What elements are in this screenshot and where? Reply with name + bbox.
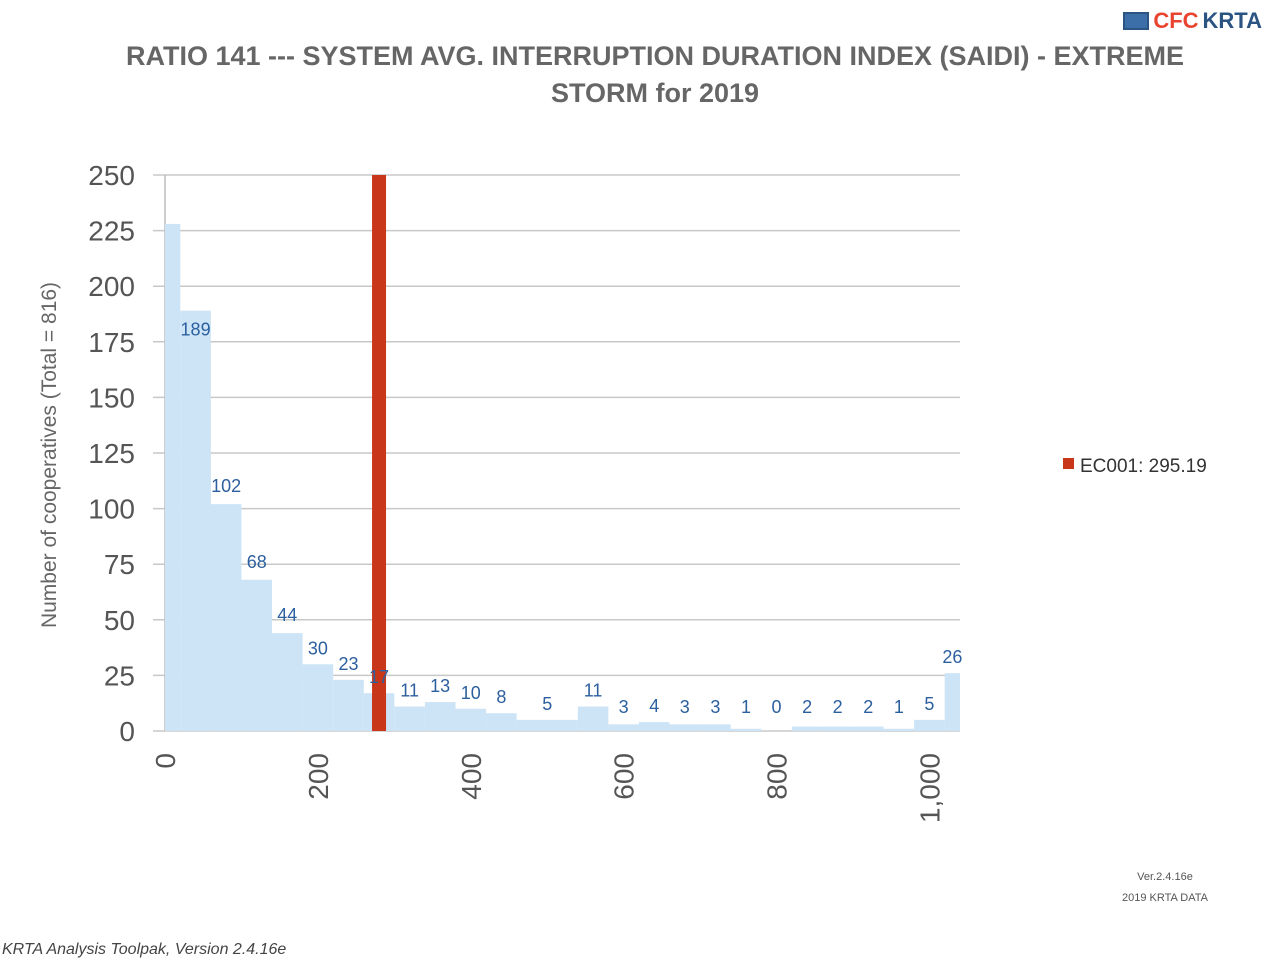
y-axis-ticks: 0 25 50 75 100 125 150 175 200 225 250 xyxy=(88,160,135,747)
y-tick-label: 150 xyxy=(88,382,135,413)
histogram-bar xyxy=(424,702,456,731)
y-tick-label: 75 xyxy=(104,549,135,580)
x-tick-label: 0 xyxy=(150,753,181,769)
legend: EC001: 295.19 xyxy=(1063,456,1207,477)
cfc-krta-logo: CFC KRTA xyxy=(1123,8,1262,34)
histogram-bar xyxy=(577,706,609,731)
y-tick-label: 0 xyxy=(119,716,135,747)
x-tick-label: 1,000 xyxy=(914,753,945,823)
histogram-bar xyxy=(455,708,487,731)
bar-data-label: 1 xyxy=(741,697,751,717)
histogram-bar xyxy=(914,719,945,731)
version-text: Ver.2.4.16e xyxy=(1137,871,1193,883)
logo-mark-icon xyxy=(1123,12,1150,30)
y-tick-label: 125 xyxy=(88,438,135,469)
bar-data-label: 189 xyxy=(181,320,211,340)
toolpak-text: KRTA Analysis Toolpak, Version 2.4.16e xyxy=(2,941,286,958)
histogram-bar xyxy=(608,724,639,731)
y-tick-label: 50 xyxy=(104,605,135,636)
bar-data-label: 10 xyxy=(461,683,481,703)
legend-label: EC001: 295.19 xyxy=(1080,456,1207,477)
y-axis-label: Number of cooperatives (Total = 816) xyxy=(38,282,61,628)
bar-data-label: 3 xyxy=(619,697,629,717)
bar-data-label: 68 xyxy=(247,552,267,572)
bar-data-label: 102 xyxy=(211,476,241,496)
bar-data-label: 44 xyxy=(277,605,297,625)
y-tick-label: 225 xyxy=(88,216,135,247)
reference-line xyxy=(372,175,387,731)
bar-data-label: 2 xyxy=(863,697,873,717)
y-tick-label: 200 xyxy=(88,271,135,302)
histogram-bar xyxy=(730,728,762,731)
histogram-bar xyxy=(333,679,364,731)
x-tick-label: 800 xyxy=(762,753,793,800)
logo-krta-text: KRTA xyxy=(1202,8,1262,33)
histogram-bar xyxy=(669,724,701,731)
histogram-bar xyxy=(302,664,334,731)
histogram-bar xyxy=(852,726,884,731)
x-axis-ticks: 0 200 400 600 800 1,000 xyxy=(150,753,945,823)
chart-title-line-1: RATIO 141 --- SYSTEM AVG. INTERRUPTION D… xyxy=(126,41,1184,71)
x-tick-label: 400 xyxy=(456,753,487,800)
bar-data-label: 30 xyxy=(308,638,328,658)
logo-cfc-text: CFC xyxy=(1153,8,1199,33)
histogram-bar xyxy=(944,673,960,731)
histogram-bar xyxy=(638,722,670,731)
x-tick-label: 600 xyxy=(609,753,640,800)
histogram-bar xyxy=(516,719,578,731)
histogram-bar xyxy=(486,713,517,731)
bar-data-label: 11 xyxy=(400,681,419,701)
histogram-bar xyxy=(180,310,211,731)
histogram-bar xyxy=(210,504,242,731)
y-tick-label: 175 xyxy=(88,327,135,358)
histogram-bar xyxy=(700,724,731,731)
bar-data-label: 0 xyxy=(772,697,782,717)
data-year-text: 2019 KRTA DATA xyxy=(1122,892,1209,904)
histogram-bar xyxy=(822,726,853,731)
bar-data-label: 1 xyxy=(894,697,904,717)
bar-data-label: 3 xyxy=(710,697,720,717)
bar-data-label: 17 xyxy=(369,667,389,687)
y-tick-label: 250 xyxy=(88,160,135,191)
histogram-bars xyxy=(165,223,960,732)
histogram-bar xyxy=(394,706,425,731)
bar-data-label: 2 xyxy=(802,697,812,717)
x-tick-label: 200 xyxy=(303,753,334,800)
y-tick-label: 25 xyxy=(104,660,135,691)
bar-data-label: 5 xyxy=(924,694,934,714)
reference-line-group xyxy=(372,175,387,731)
y-tick-label: 100 xyxy=(88,494,135,525)
bar-data-label: 26 xyxy=(942,647,962,667)
bar-data-label: 2 xyxy=(833,697,843,717)
bar-data-label: 3 xyxy=(680,697,690,717)
bar-data-label: 13 xyxy=(430,676,450,696)
histogram-bar xyxy=(883,728,915,731)
histogram-bar xyxy=(241,579,273,731)
chart-title-line-2: STORM for 2019 xyxy=(551,78,759,108)
histogram-bar xyxy=(272,633,303,731)
bar-data-label: 11 xyxy=(584,681,603,701)
bar-data-label: 4 xyxy=(649,696,659,716)
legend-swatch xyxy=(1063,458,1074,469)
bar-data-label: 23 xyxy=(338,654,358,674)
bar-data-label: 5 xyxy=(542,694,552,714)
bar-data-label: 8 xyxy=(496,687,506,707)
histogram-bar xyxy=(165,223,181,732)
histogram-bar xyxy=(791,726,823,731)
